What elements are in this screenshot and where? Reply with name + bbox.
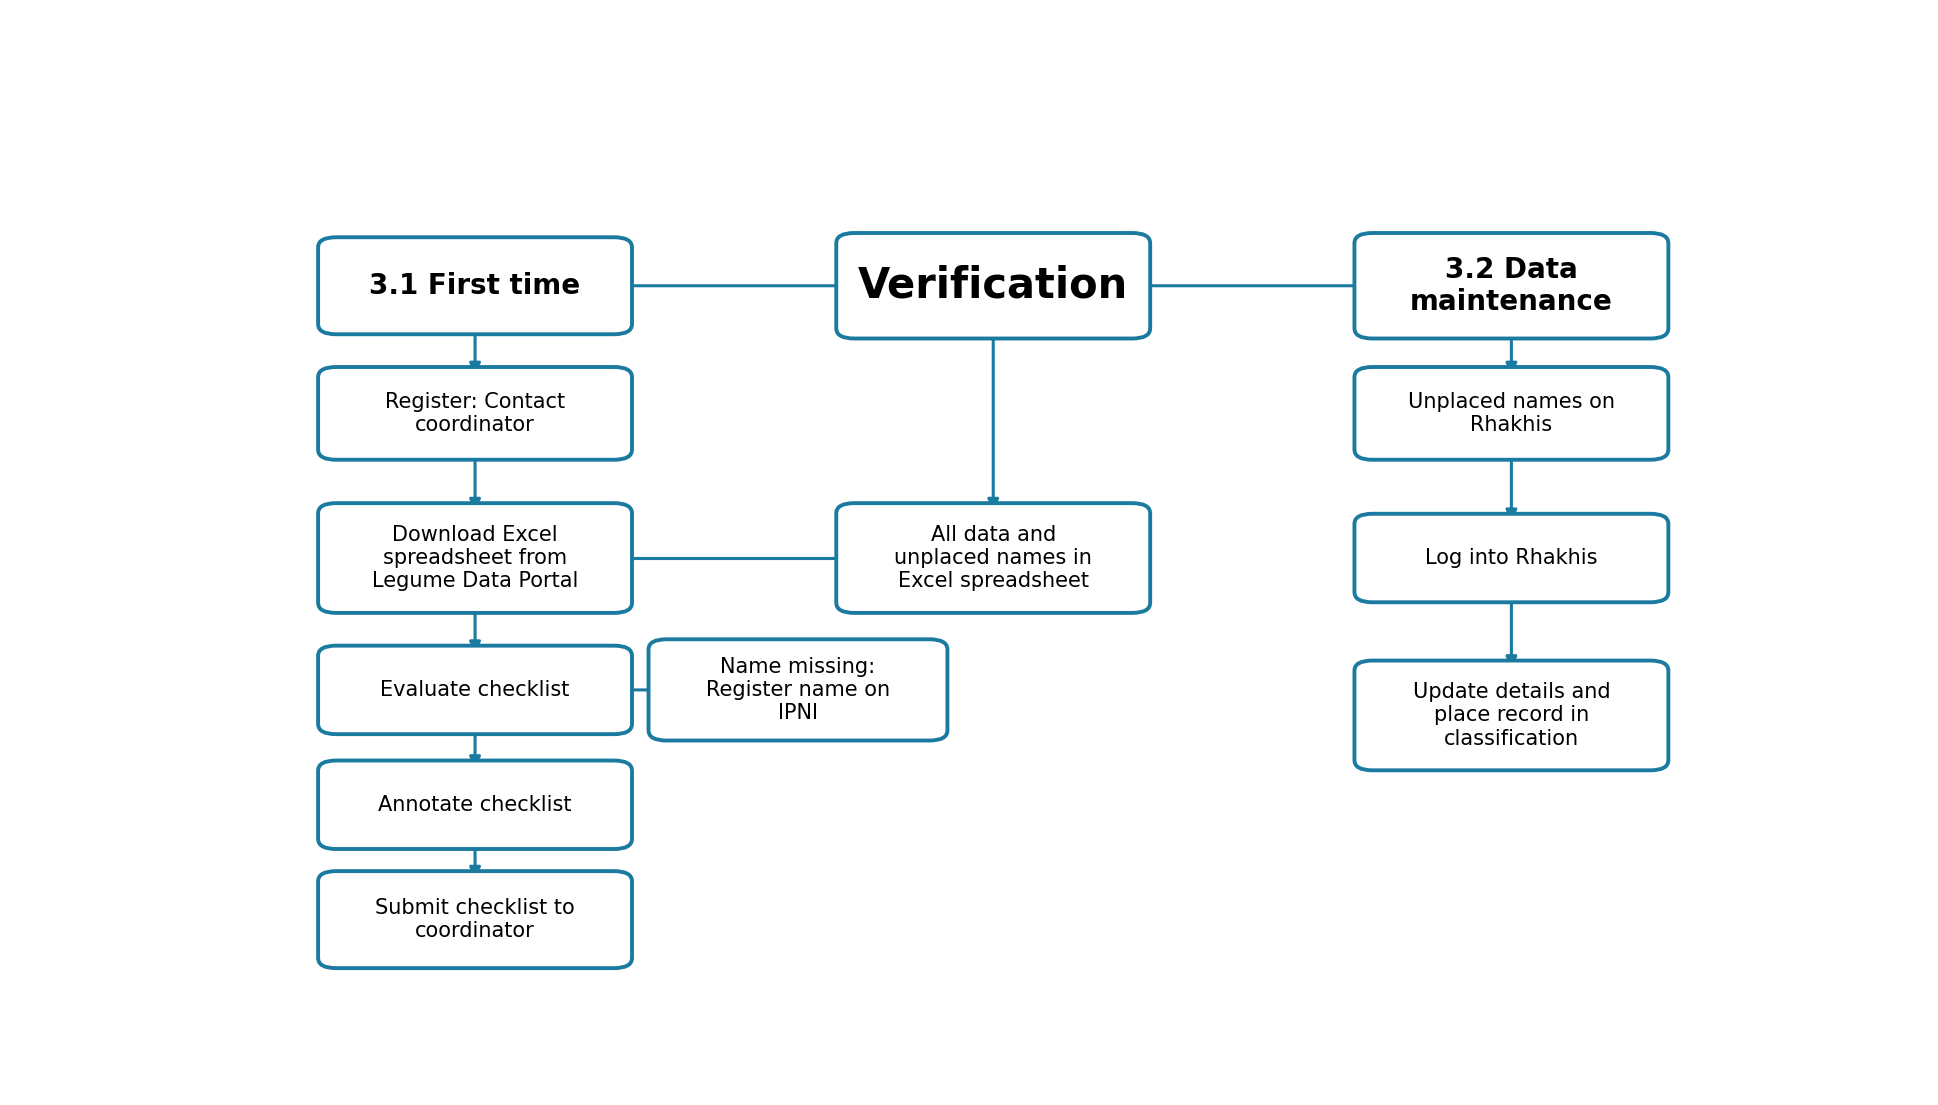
FancyBboxPatch shape [837,233,1149,338]
FancyBboxPatch shape [1355,233,1669,338]
FancyBboxPatch shape [318,760,632,849]
Text: All data and
unplaced names in
Excel spreadsheet: All data and unplaced names in Excel spr… [893,525,1093,591]
Text: Verification: Verification [859,265,1128,307]
Text: 3.2 Data
maintenance: 3.2 Data maintenance [1411,255,1612,316]
Text: Annotate checklist: Annotate checklist [378,794,572,814]
FancyBboxPatch shape [318,645,632,734]
Text: Evaluate checklist: Evaluate checklist [380,680,570,699]
FancyBboxPatch shape [318,238,632,334]
Text: Update details and
place record in
classification: Update details and place record in class… [1413,682,1610,748]
Text: Name missing:
Register name on
IPNI: Name missing: Register name on IPNI [705,656,890,723]
Text: Register: Contact
coordinator: Register: Contact coordinator [386,392,566,435]
Text: Download Excel
spreadsheet from
Legume Data Portal: Download Excel spreadsheet from Legume D… [372,525,578,591]
Text: Log into Rhakhis: Log into Rhakhis [1424,548,1597,568]
FancyBboxPatch shape [649,640,948,740]
FancyBboxPatch shape [837,503,1149,613]
FancyBboxPatch shape [1355,661,1669,770]
FancyBboxPatch shape [1355,367,1669,460]
FancyBboxPatch shape [318,503,632,613]
Text: Submit checklist to
coordinator: Submit checklist to coordinator [376,898,576,941]
FancyBboxPatch shape [318,871,632,968]
FancyBboxPatch shape [318,367,632,460]
Text: 3.1 First time: 3.1 First time [370,272,581,299]
Text: Unplaced names on
Rhakhis: Unplaced names on Rhakhis [1407,392,1614,435]
FancyBboxPatch shape [1355,514,1669,602]
